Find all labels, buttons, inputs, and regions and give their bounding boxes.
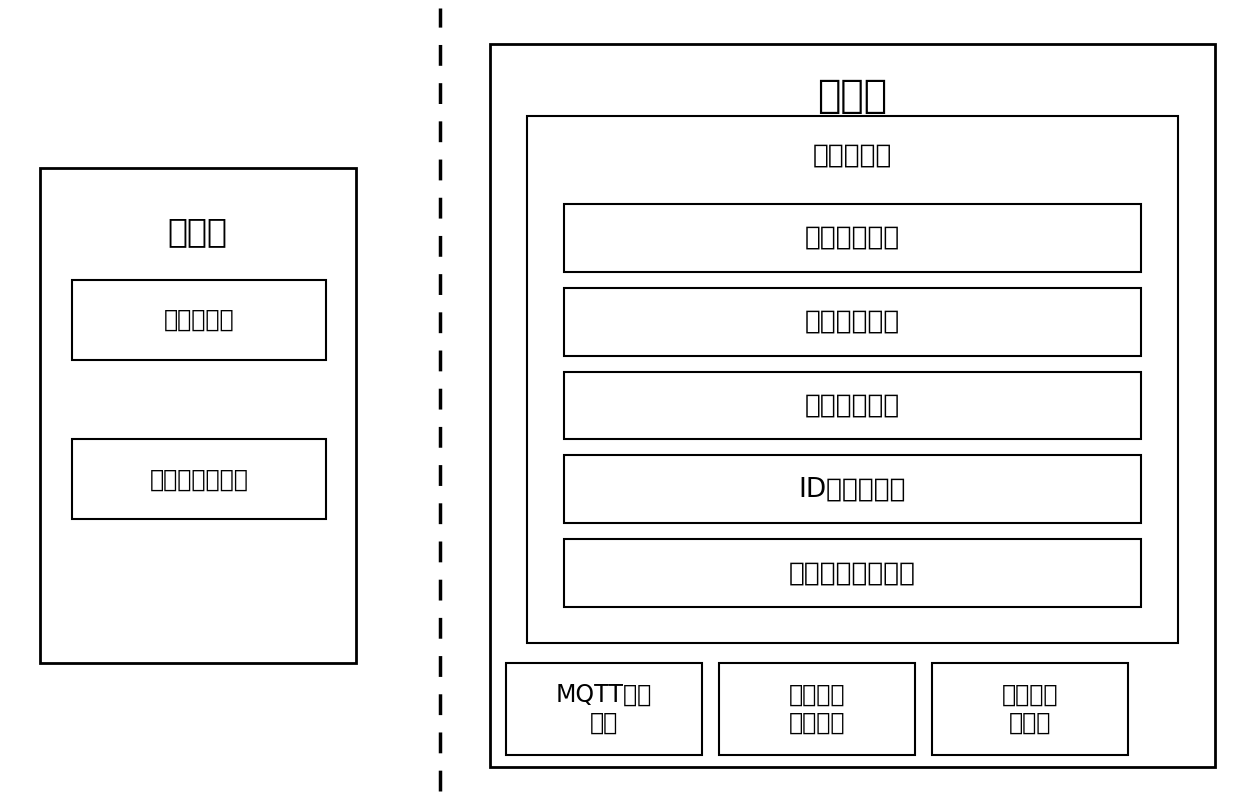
FancyBboxPatch shape	[564, 539, 1141, 607]
Text: 通知推送客户端: 通知推送客户端	[150, 467, 248, 491]
Text: 客户端: 客户端	[167, 215, 228, 248]
Text: 消息管理服务: 消息管理服务	[805, 308, 900, 335]
FancyBboxPatch shape	[564, 288, 1141, 356]
Text: 消息队列
服务器群: 消息队列 服务器群	[789, 683, 846, 735]
Text: 服务端: 服务端	[817, 77, 888, 115]
Text: 推送管理服务: 推送管理服务	[805, 225, 900, 251]
Text: 异步消息处理服务: 异步消息处理服务	[789, 560, 916, 586]
Text: 推送服务端: 推送服务端	[812, 143, 893, 169]
FancyBboxPatch shape	[932, 663, 1128, 755]
FancyBboxPatch shape	[506, 663, 702, 755]
Text: 数据库服
务器群: 数据库服 务器群	[1002, 683, 1059, 735]
FancyBboxPatch shape	[564, 372, 1141, 439]
FancyBboxPatch shape	[72, 280, 326, 360]
FancyBboxPatch shape	[527, 116, 1178, 643]
FancyBboxPatch shape	[719, 663, 915, 755]
Text: 应用客户端: 应用客户端	[164, 308, 234, 332]
Text: MQTT服务
器群: MQTT服务 器群	[556, 683, 652, 735]
Text: ID生成器服务: ID生成器服务	[799, 476, 906, 503]
FancyBboxPatch shape	[72, 439, 326, 519]
Text: 通知推送服务: 通知推送服务	[805, 392, 900, 419]
FancyBboxPatch shape	[490, 44, 1215, 767]
FancyBboxPatch shape	[564, 204, 1141, 272]
FancyBboxPatch shape	[40, 168, 356, 663]
FancyBboxPatch shape	[564, 455, 1141, 523]
